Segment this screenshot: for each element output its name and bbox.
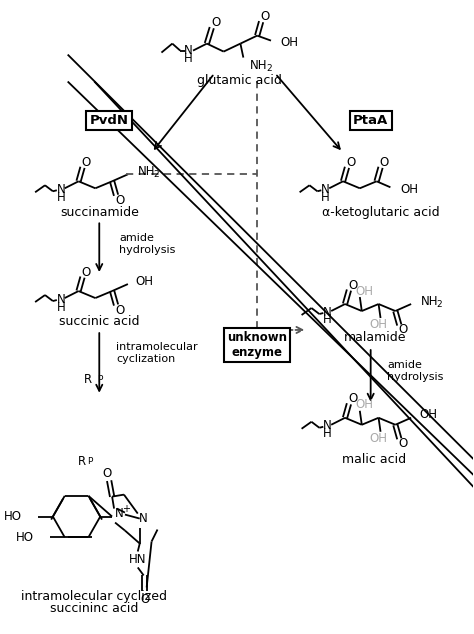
Text: hydrolysis: hydrolysis (387, 372, 444, 382)
Text: PtaA: PtaA (353, 114, 388, 127)
Text: amide: amide (387, 360, 422, 370)
Text: intramolecular cyclized: intramolecular cyclized (21, 590, 167, 603)
Text: O: O (82, 156, 91, 169)
Text: HO: HO (16, 531, 34, 544)
Text: OH: OH (400, 183, 418, 196)
Text: N: N (321, 183, 329, 196)
Text: N: N (139, 512, 148, 525)
Text: malic acid: malic acid (342, 453, 406, 466)
Text: O: O (115, 304, 125, 316)
Text: P: P (87, 457, 93, 466)
Text: α-ketoglutaric acid: α-ketoglutaric acid (322, 205, 439, 219)
Text: intramolecular: intramolecular (116, 342, 198, 352)
Text: O: O (211, 16, 220, 29)
Text: H: H (56, 191, 65, 204)
Text: malamide: malamide (344, 332, 407, 344)
Text: NH: NH (138, 165, 155, 178)
Text: O: O (260, 10, 270, 23)
Text: O: O (348, 392, 357, 405)
Text: O: O (140, 593, 149, 606)
Text: H: H (56, 301, 65, 314)
Text: O: O (380, 156, 389, 169)
Text: O: O (346, 156, 356, 169)
Text: O: O (115, 194, 125, 207)
Text: succinamide: succinamide (60, 205, 139, 219)
Text: hydrolysis: hydrolysis (119, 245, 175, 255)
Text: 2: 2 (154, 170, 159, 179)
Text: R: R (84, 373, 92, 386)
Text: succinic acid: succinic acid (59, 316, 139, 328)
Text: unknown
enzyme: unknown enzyme (227, 331, 287, 359)
Text: O: O (102, 467, 112, 480)
Text: R: R (78, 455, 86, 468)
Text: O: O (82, 266, 91, 278)
Text: glutamic acid: glutamic acid (197, 74, 282, 87)
Text: +: + (122, 503, 130, 514)
Text: OH: OH (356, 285, 374, 297)
Text: HO: HO (4, 510, 22, 523)
Text: NH: NH (250, 59, 268, 72)
Text: N: N (115, 507, 123, 520)
Text: NH: NH (421, 295, 438, 307)
Text: OH: OH (370, 318, 388, 332)
Text: amide: amide (119, 233, 154, 243)
Text: N: N (323, 306, 332, 318)
Text: O: O (348, 278, 357, 292)
Text: O: O (399, 437, 408, 450)
Text: P: P (97, 375, 103, 384)
Text: OH: OH (370, 432, 388, 445)
Text: N: N (184, 44, 192, 57)
Text: H: H (321, 191, 329, 204)
Text: cyclization: cyclization (116, 354, 175, 364)
Text: succininc acid: succininc acid (50, 602, 138, 615)
Text: H: H (323, 313, 332, 327)
Text: H: H (323, 427, 332, 440)
Text: OH: OH (136, 275, 154, 288)
Text: N: N (56, 183, 65, 196)
Text: OH: OH (281, 36, 299, 49)
Text: O: O (399, 323, 408, 337)
Text: OH: OH (419, 408, 437, 421)
Text: PvdN: PvdN (90, 114, 128, 127)
Text: OH: OH (356, 398, 374, 411)
Text: N: N (56, 292, 65, 306)
Text: 2: 2 (437, 299, 442, 309)
Text: H: H (184, 52, 192, 65)
Text: HN: HN (129, 553, 146, 566)
Text: 2: 2 (266, 64, 272, 73)
Text: N: N (323, 419, 332, 432)
